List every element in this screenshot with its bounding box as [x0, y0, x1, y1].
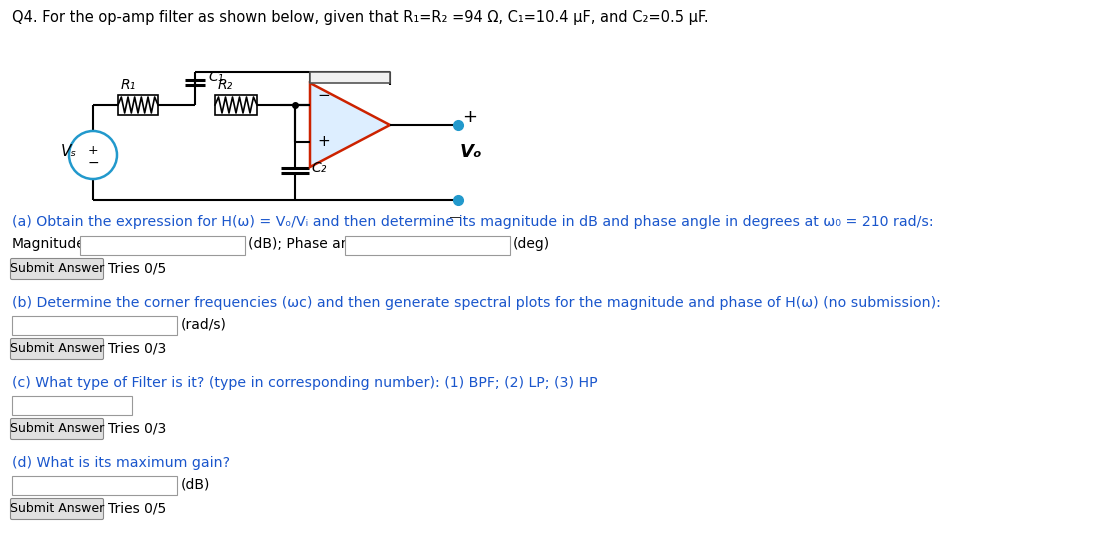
Text: (rad/s): (rad/s) — [181, 317, 227, 331]
Text: Submit Answer: Submit Answer — [10, 343, 104, 355]
Text: Tries 0/3: Tries 0/3 — [109, 422, 167, 436]
Text: Submit Answer: Submit Answer — [10, 503, 104, 516]
Text: −: − — [88, 156, 99, 170]
Text: (b) Determine the corner frequencies (ωᴄ) and then generate spectral plots for t: (b) Determine the corner frequencies (ωᴄ… — [12, 296, 940, 310]
Bar — [345, 236, 510, 255]
Text: (a) Obtain the expression for H(ω) = Vₒ/Vᵢ and then determine its magnitude in d: (a) Obtain the expression for H(ω) = Vₒ/… — [12, 215, 934, 229]
Text: (d) What is its maximum gain?: (d) What is its maximum gain? — [12, 456, 230, 470]
Text: ―: ― — [450, 212, 461, 222]
Bar — [310, 72, 390, 83]
Polygon shape — [310, 83, 390, 167]
Text: R₂: R₂ — [217, 78, 232, 92]
FancyBboxPatch shape — [11, 498, 103, 519]
Text: (deg): (deg) — [513, 237, 550, 251]
Text: +: + — [317, 134, 330, 150]
Bar — [12, 396, 132, 415]
Text: R₁: R₁ — [121, 78, 136, 92]
Text: C₁: C₁ — [208, 70, 224, 84]
Text: Submit Answer: Submit Answer — [10, 262, 104, 276]
Circle shape — [69, 131, 117, 179]
Text: (c) What type of Filter is it? (type in corresponding number): (1) BPF; (2) LP; : (c) What type of Filter is it? (type in … — [12, 376, 597, 390]
Text: (dB); Phase angle:: (dB); Phase angle: — [248, 237, 375, 251]
Bar — [12, 476, 176, 495]
Bar — [118, 95, 158, 115]
Text: Vₒ: Vₒ — [460, 143, 482, 161]
FancyBboxPatch shape — [11, 418, 103, 440]
Text: Tries 0/5: Tries 0/5 — [109, 502, 167, 516]
Text: +: + — [88, 145, 99, 157]
FancyBboxPatch shape — [11, 258, 103, 280]
Text: Tries 0/5: Tries 0/5 — [109, 262, 167, 276]
Text: Vₛ: Vₛ — [61, 143, 77, 158]
Text: Submit Answer: Submit Answer — [10, 422, 104, 435]
Bar — [12, 316, 176, 335]
Bar — [80, 236, 246, 255]
Text: Tries 0/3: Tries 0/3 — [109, 342, 167, 356]
Text: Magnitude:: Magnitude: — [12, 237, 90, 251]
Text: +: + — [463, 108, 477, 126]
Text: C₂: C₂ — [311, 161, 327, 175]
FancyBboxPatch shape — [11, 339, 103, 359]
Text: −: − — [317, 88, 330, 103]
Text: (dB): (dB) — [181, 477, 210, 491]
Bar — [215, 95, 256, 115]
Text: Q4. For the op-amp filter as shown below, given that R₁=R₂ =94 Ω, C₁=10.4 μF, an: Q4. For the op-amp filter as shown below… — [12, 10, 709, 25]
